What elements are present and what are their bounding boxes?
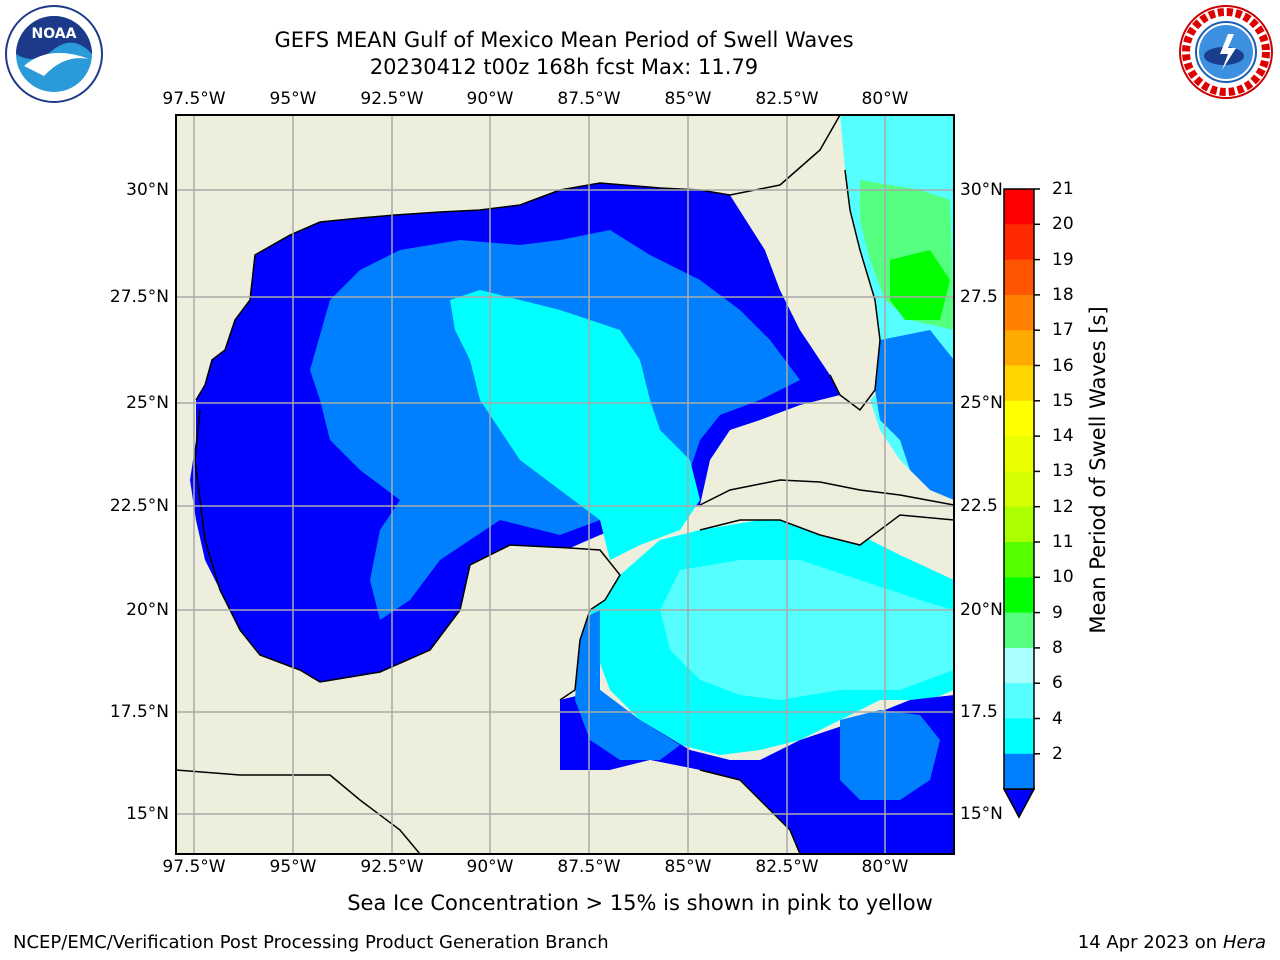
colorbar-tick-label: 12 xyxy=(1052,496,1074,517)
colorbar-tick-label: 6 xyxy=(1052,673,1063,694)
colorbar-swatch xyxy=(1004,718,1034,755)
colorbar-extend xyxy=(1002,788,1036,819)
colorbar-tick-label: 15 xyxy=(1052,390,1074,411)
map-field xyxy=(176,115,954,854)
colorbar-swatch xyxy=(1004,259,1034,296)
nws-logo-icon xyxy=(1179,5,1273,99)
colorbar-tick-label: 17 xyxy=(1052,320,1074,341)
noaa-logo-icon: NOAA xyxy=(5,5,103,103)
colorbar-swatch xyxy=(1004,647,1034,684)
lon-label-bottom: 85°W xyxy=(664,857,712,877)
colorbar-swatch xyxy=(1004,753,1034,790)
lat-label-right: 17.5 xyxy=(960,702,998,722)
colorbar-tick-label: 9 xyxy=(1052,602,1063,623)
lat-label-right: 15°N xyxy=(960,804,1003,824)
colorbar-tick-label: 19 xyxy=(1052,249,1074,270)
colorbar-tick-label: 20 xyxy=(1052,214,1074,235)
colorbar-swatch xyxy=(1004,330,1034,366)
lon-label-bottom: 80°W xyxy=(861,857,909,877)
colorbar-tick-label: 11 xyxy=(1052,532,1074,552)
footer-date: 14 Apr 2023 on Hera xyxy=(1078,932,1266,953)
colorbar-tick-label: 14 xyxy=(1052,426,1074,447)
colorbar-swatch xyxy=(1004,436,1034,472)
lon-label-bottom: 92.5°W xyxy=(360,857,424,877)
field-atlantic-mid xyxy=(875,330,954,500)
lat-label-left: 30°N xyxy=(126,180,169,200)
colorbar-tick-label: 18 xyxy=(1052,284,1074,305)
colorbar-swatch xyxy=(1004,400,1034,437)
map-frame xyxy=(175,114,955,855)
lon-label-top: 92.5°W xyxy=(360,89,424,109)
lat-label-right: 30°N xyxy=(960,180,1003,200)
lat-label-right: 27.5 xyxy=(960,287,998,307)
lat-label-left: 22.5°N xyxy=(109,496,169,516)
map-title: GEFS MEAN Gulf of Mexico Mean Period of … xyxy=(274,28,854,52)
lon-label-top: 87.5°W xyxy=(557,89,621,109)
lat-label-left: 27.5°N xyxy=(109,287,169,307)
field-light xyxy=(450,290,700,560)
footer-date-text: 14 Apr 2023 on xyxy=(1077,932,1223,953)
colorbar-tick-label: 13 xyxy=(1052,461,1074,482)
land-florida xyxy=(730,115,880,410)
lat-label-right: 22.5 xyxy=(960,496,998,516)
lon-label-bottom: 87.5°W xyxy=(557,857,621,877)
field-carib-mid xyxy=(575,610,680,760)
colorbar-swatch xyxy=(1004,683,1034,719)
colorbar-frame xyxy=(1003,188,1035,790)
map-gridlines xyxy=(176,115,954,854)
colorbar-label: Mean Period of Swell Waves [s] xyxy=(1086,306,1110,634)
colorbar-swatch xyxy=(1004,542,1034,578)
colorbar-tick-label: 16 xyxy=(1052,355,1074,376)
colorbar-swatch xyxy=(1004,294,1034,331)
colorbar-tick-label: 21 xyxy=(1052,179,1074,199)
colorbar-tick-label: 8 xyxy=(1052,637,1063,658)
colorbar-tick-label: 2 xyxy=(1052,743,1063,764)
lat-label-right: 20°N xyxy=(960,600,1003,620)
lat-label-left: 20°N xyxy=(126,600,169,620)
lat-label-right: 25°N xyxy=(960,393,1003,413)
lon-label-top: 95°W xyxy=(269,89,317,109)
field-atlantic-brightgreen xyxy=(890,250,950,320)
colorbar-tick-label: 4 xyxy=(1052,708,1063,729)
lon-label-top: 80°W xyxy=(861,89,909,109)
field-carib-lighter xyxy=(660,560,954,700)
colorbar-swatch xyxy=(1004,471,1034,508)
noaa-logo-text: NOAA xyxy=(32,26,77,42)
lon-label-top: 90°W xyxy=(466,89,514,109)
colorbar-swatch xyxy=(1004,224,1034,261)
field-carib-mid2 xyxy=(840,710,940,800)
lon-label-bottom: 95°W xyxy=(269,857,317,877)
colorbar-swatch xyxy=(1004,365,1034,402)
lon-label-bottom: 97.5°W xyxy=(162,857,226,877)
lon-label-bottom: 90°W xyxy=(466,857,514,877)
colorbar-swatch xyxy=(1004,189,1034,225)
sea-ice-note: Sea Ice Concentration > 15% is shown in … xyxy=(347,891,933,915)
colorbar-swatch xyxy=(1004,612,1034,649)
lon-label-top: 82.5°W xyxy=(755,89,819,109)
colorbar-swatch xyxy=(1004,577,1034,614)
map-subtitle: 20230412 t00z 168h fcst Max: 11.79 xyxy=(369,55,759,79)
land-cuba xyxy=(700,480,954,545)
footer-host: Hera xyxy=(1222,932,1266,953)
lon-label-top: 97.5°W xyxy=(162,89,226,109)
colorbar-swatch xyxy=(1004,506,1034,543)
lon-label-bottom: 82.5°W xyxy=(755,857,819,877)
footer-credit: NCEP/EMC/Verification Post Processing Pr… xyxy=(13,932,609,953)
lon-label-top: 85°W xyxy=(664,89,712,109)
colorbar-tick-label: 10 xyxy=(1052,567,1074,588)
lat-label-left: 17.5°N xyxy=(109,702,169,722)
lat-label-left: 25°N xyxy=(126,393,169,413)
lat-label-left: 15°N xyxy=(126,804,169,824)
